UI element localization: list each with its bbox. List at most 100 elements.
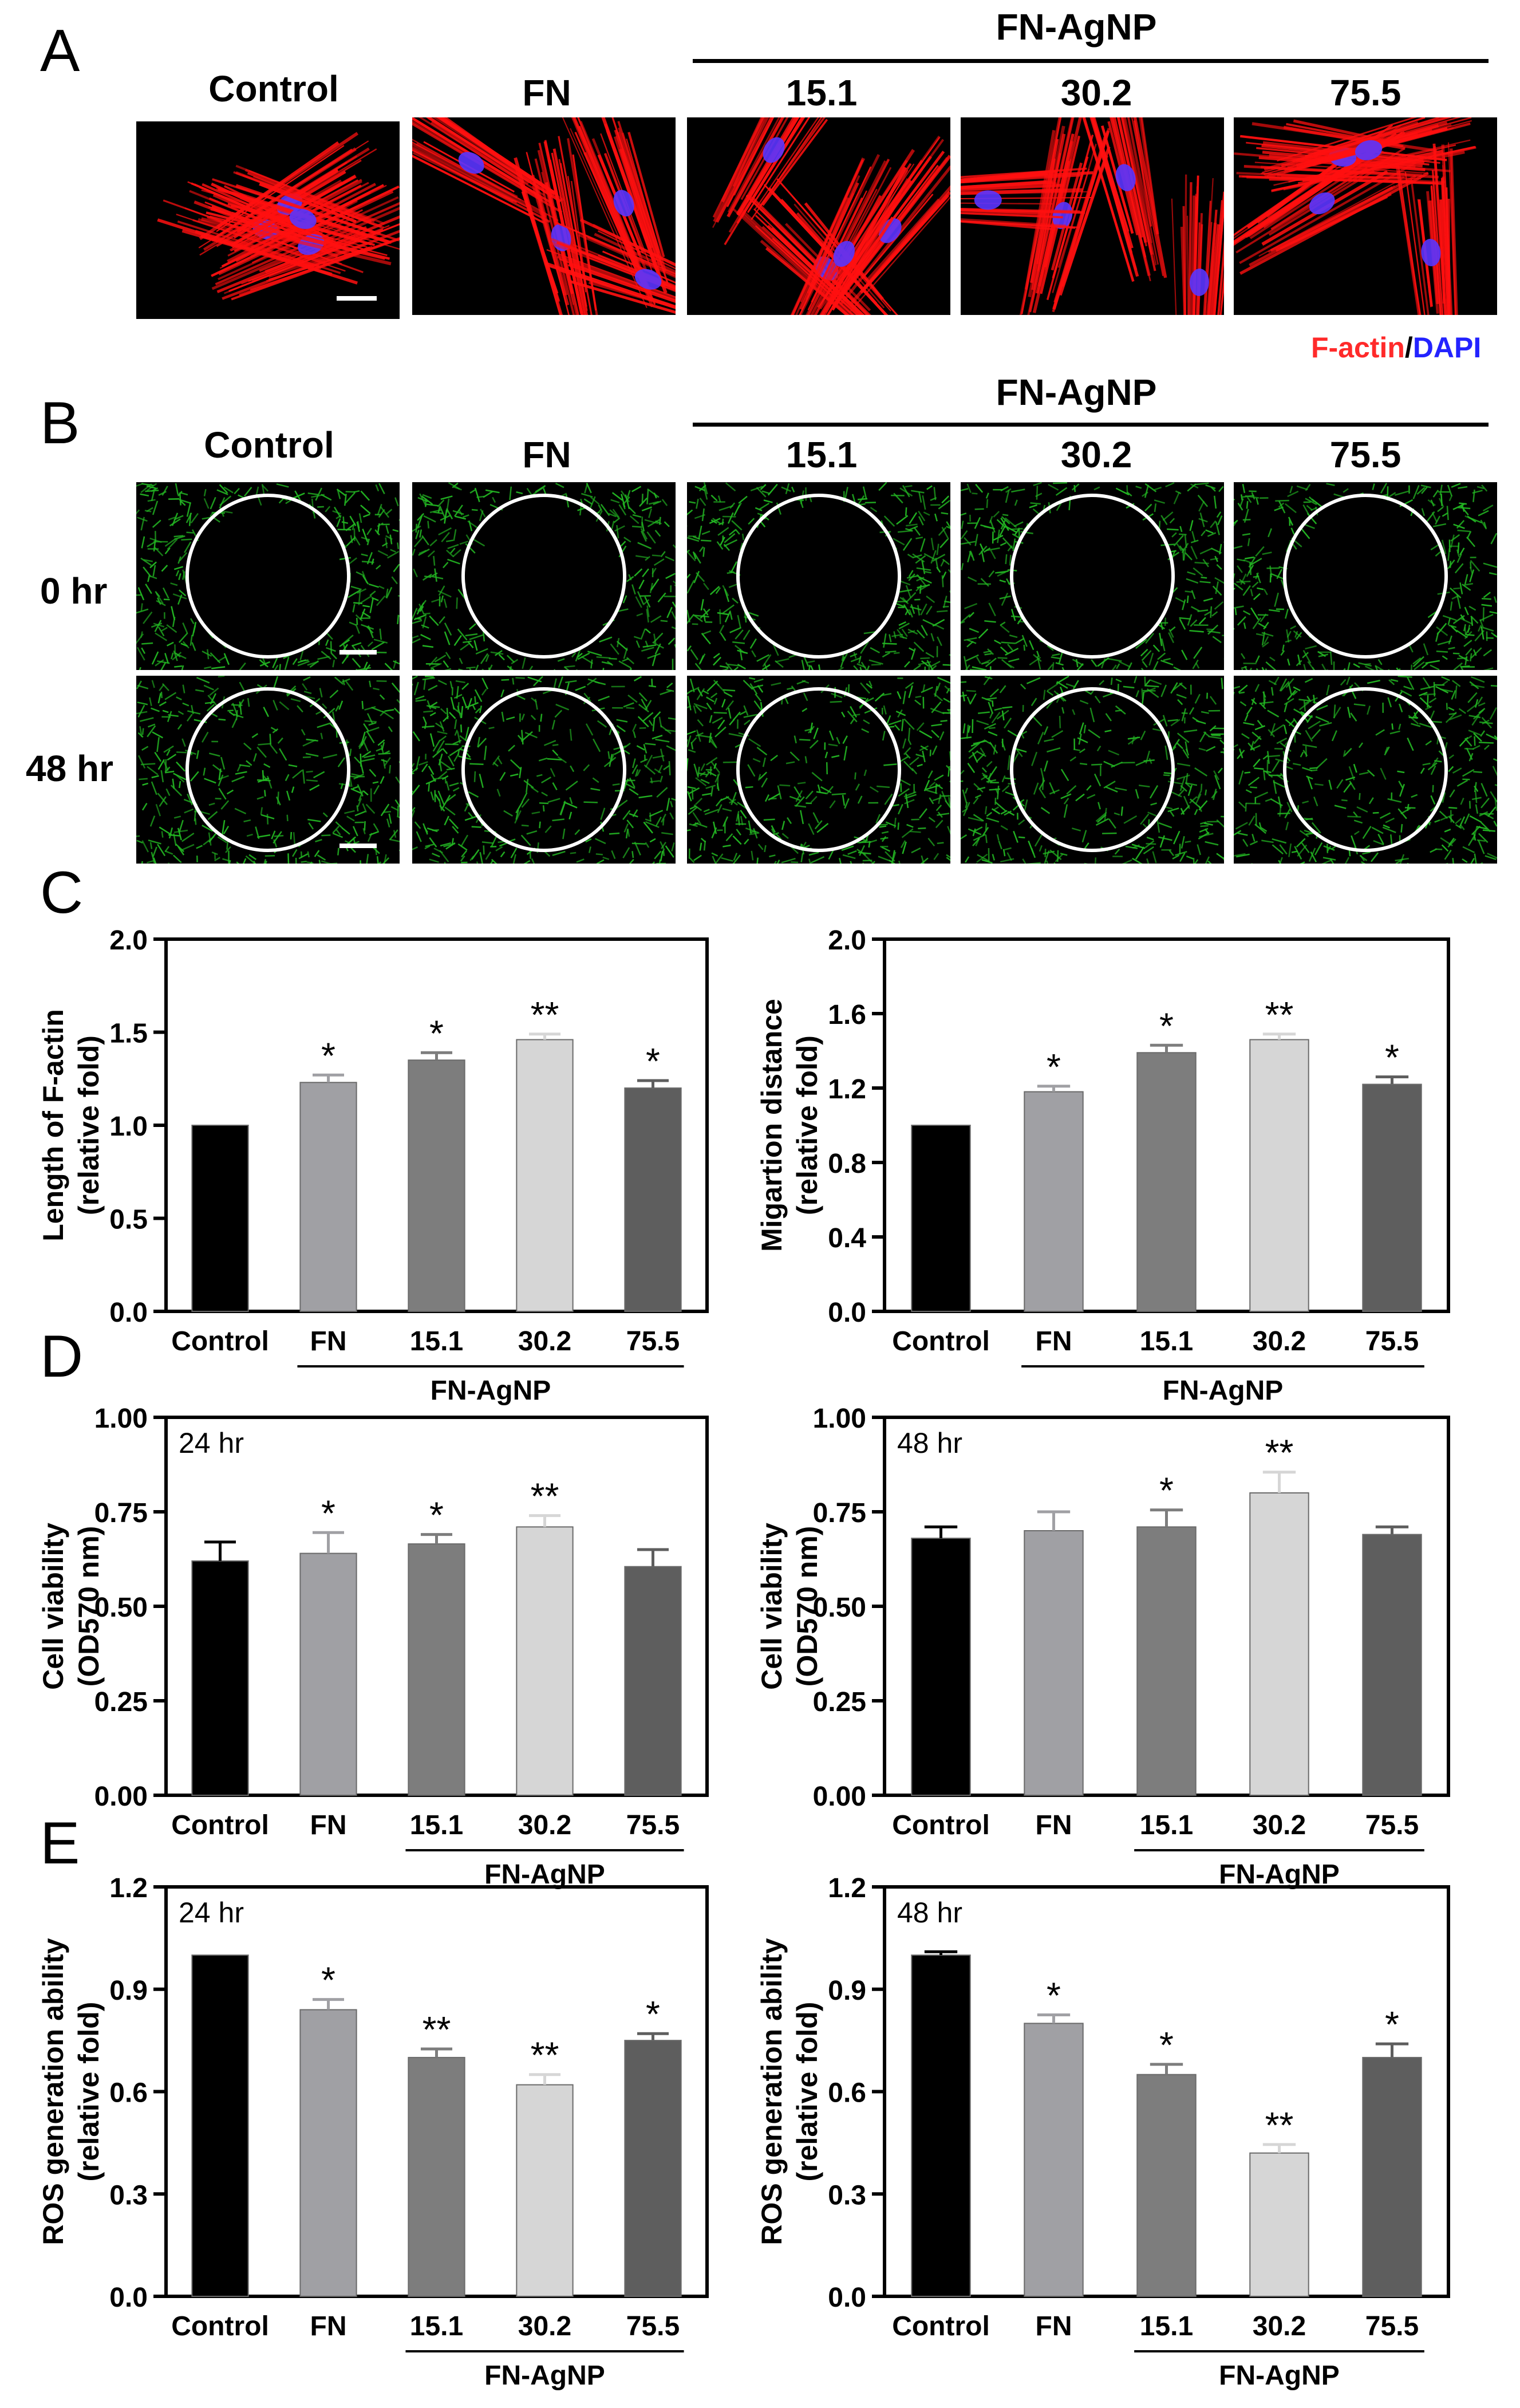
- stain-legend: F-actin/DAPI: [1311, 331, 1481, 364]
- bar-15.1: [408, 1059, 465, 1312]
- y-axis-label: Migartion distance: [756, 999, 788, 1252]
- category-label: 15.1: [1140, 1810, 1193, 1841]
- y-tick-label: 0.3: [828, 2180, 866, 2210]
- bar-75.5: [624, 1087, 682, 1312]
- migration-image-48hr-30-2: [961, 676, 1224, 864]
- time-note: 48 hr: [897, 1897, 962, 1929]
- group-bracket-label: FN-AgNP: [484, 2360, 605, 2391]
- legend-dapi: DAPI: [1412, 332, 1482, 364]
- col-header-75-5: 75.5: [1329, 72, 1401, 113]
- col-header-b-fn: FN: [522, 434, 571, 475]
- y-tick-label: 0.5: [109, 1205, 148, 1235]
- significance-mark: *: [646, 1993, 660, 2035]
- category-label: Control: [892, 1810, 990, 1841]
- y-axis-label-unit: (relative fold): [73, 2002, 105, 2182]
- group-line-b: [693, 423, 1489, 427]
- chart-3: 0.00 0.25 0.50 0.75 1.00 Cell viability (OD570…: [756, 1404, 1450, 1890]
- category-label: 75.5: [1365, 2311, 1419, 2342]
- bar-Control: [191, 1560, 249, 1796]
- category-label: 15.1: [410, 2311, 463, 2342]
- bar-Control: [911, 1125, 971, 1312]
- y-tick-label: 0.4: [828, 1223, 866, 1254]
- group-bracket-label: FN-AgNP: [1219, 2360, 1340, 2391]
- factin-image-control: [136, 121, 400, 319]
- y-tick-label: 0.8: [828, 1149, 866, 1179]
- significance-mark: *: [1159, 1005, 1174, 1046]
- y-tick-label: 0.0: [828, 2283, 866, 2313]
- group-label-b: FN-AgNP: [996, 372, 1157, 413]
- bar-30.2: [516, 1039, 574, 1312]
- row-label-0hr: 0 hr: [40, 570, 108, 612]
- y-axis-label: ROS generation ability: [756, 1938, 788, 2245]
- y-tick-label: 1.0: [109, 1112, 148, 1142]
- y-tick-label: 0.0: [828, 1298, 866, 1328]
- category-label: Control: [892, 2311, 990, 2342]
- group-bracket-label: FN-AgNP: [1163, 1376, 1284, 1406]
- bar-30.2: [1249, 2152, 1309, 2297]
- bar-75.5: [1362, 1083, 1422, 1312]
- category-label: FN: [1036, 2311, 1072, 2342]
- significance-mark: *: [321, 1960, 335, 2001]
- bar-75.5: [1362, 1534, 1422, 1796]
- y-tick-label: 1.6: [828, 1000, 866, 1030]
- bar-30.2: [1249, 1492, 1309, 1796]
- category-label: 30.2: [518, 1326, 571, 1357]
- panel-letter-b: B: [40, 390, 80, 456]
- y-tick-label: 0.3: [109, 2180, 148, 2210]
- y-tick-label: 0.75: [813, 1498, 866, 1528]
- category-label: 30.2: [518, 2311, 571, 2342]
- col-header-b-control: Control: [204, 424, 334, 466]
- category-label: 15.1: [410, 1326, 463, 1357]
- bar-75.5: [1362, 2056, 1422, 2297]
- bar-30.2: [1249, 1039, 1309, 1312]
- category-label: Control: [171, 1326, 269, 1357]
- significance-mark: *: [321, 1492, 335, 1534]
- category-label: Control: [171, 2311, 269, 2342]
- category-label: 15.1: [1140, 1326, 1193, 1357]
- bar-15.1: [1136, 1526, 1197, 1796]
- migration-image-0hr-30-2: [961, 482, 1224, 670]
- y-axis-label: ROS generation ability: [37, 1938, 69, 2245]
- col-header-30-2: 30.2: [1060, 72, 1132, 113]
- row-label-48hr: 48 hr: [26, 748, 113, 789]
- category-label: FN: [1036, 1810, 1072, 1841]
- y-tick-label: 0.50: [813, 1593, 866, 1623]
- bar-15.1: [1136, 1052, 1197, 1312]
- bar-Control: [191, 1125, 249, 1312]
- y-axis-label: Length of F-actin: [37, 1009, 69, 1242]
- category-label: 15.1: [410, 1810, 463, 1841]
- category-label: 15.1: [1140, 2311, 1193, 2342]
- y-tick-label: 0.6: [828, 2078, 866, 2109]
- bar-30.2: [516, 2084, 574, 2297]
- group-line-a: [693, 59, 1489, 63]
- significance-mark: **: [423, 2009, 451, 2050]
- bar-15.1: [408, 2056, 465, 2297]
- category-label: 75.5: [1365, 1326, 1419, 1357]
- col-header-b-30-2: 30.2: [1060, 434, 1132, 475]
- chart-2: 0.00 0.25 0.50 0.75 1.00 Cell viability (OD570…: [37, 1404, 709, 1890]
- significance-mark: *: [429, 1012, 444, 1054]
- time-note: 48 hr: [897, 1427, 962, 1459]
- migration-image-48hr-15-1: [687, 676, 950, 864]
- chart-0: 0.0 0.5 1.0 1.5 2.0 Length of F-actin (relativ…: [37, 925, 709, 1406]
- time-note: 24 hr: [179, 1897, 244, 1929]
- col-header-control: Control: [208, 68, 339, 109]
- significance-mark: *: [1047, 1046, 1061, 1087]
- y-tick-label: 0.6: [109, 2078, 148, 2109]
- y-tick-label: 0.75: [94, 1498, 148, 1528]
- significance-mark: *: [1159, 1470, 1174, 1511]
- y-tick-label: 1.2: [109, 1873, 148, 1903]
- migration-image-0hr-control: [136, 482, 400, 670]
- category-label: Control: [171, 1810, 269, 1841]
- y-axis-label-unit: (relative fold): [791, 1035, 823, 1215]
- significance-mark: **: [1265, 1432, 1294, 1473]
- y-tick-label: 1.2: [828, 1873, 866, 1903]
- significance-mark: *: [646, 1041, 660, 1082]
- group-bracket-label: FN-AgNP: [484, 1859, 605, 1890]
- factin-image-15-1: [687, 117, 950, 315]
- significance-mark: **: [531, 1476, 559, 1517]
- panel-letter-d: D: [40, 1323, 84, 1390]
- y-tick-label: 1.5: [109, 1019, 148, 1049]
- significance-mark: *: [429, 1495, 444, 1536]
